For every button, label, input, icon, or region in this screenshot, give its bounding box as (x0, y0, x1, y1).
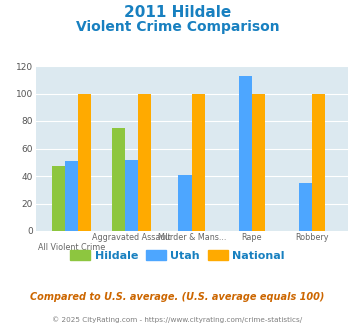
Bar (179, 175, 192, 231)
Text: Aggravated Assault: Aggravated Assault (92, 233, 171, 242)
Bar (239, 76, 252, 231)
Text: Robbery: Robbery (295, 233, 329, 242)
Text: © 2025 CityRating.com - https://www.cityrating.com/crime-statistics/: © 2025 CityRating.com - https://www.city… (53, 316, 302, 323)
Bar (299, 183, 312, 231)
Bar (192, 93, 205, 231)
Text: Rape: Rape (241, 233, 262, 242)
Bar (52, 166, 65, 231)
Bar (65, 161, 78, 231)
Text: Murder & Mans...: Murder & Mans... (158, 233, 226, 242)
Bar (138, 93, 152, 231)
Text: 2011 Hildale: 2011 Hildale (124, 5, 231, 20)
Bar (78, 93, 91, 231)
Bar (252, 93, 265, 231)
Bar (312, 93, 325, 231)
Bar (125, 159, 138, 231)
Legend: Hildale, Utah, National: Hildale, Utah, National (66, 246, 289, 265)
Text: All Violent Crime: All Violent Crime (38, 243, 105, 251)
Text: Compared to U.S. average. (U.S. average equals 100): Compared to U.S. average. (U.S. average … (30, 292, 325, 302)
Bar (112, 128, 125, 231)
Text: Violent Crime Comparison: Violent Crime Comparison (76, 20, 279, 34)
